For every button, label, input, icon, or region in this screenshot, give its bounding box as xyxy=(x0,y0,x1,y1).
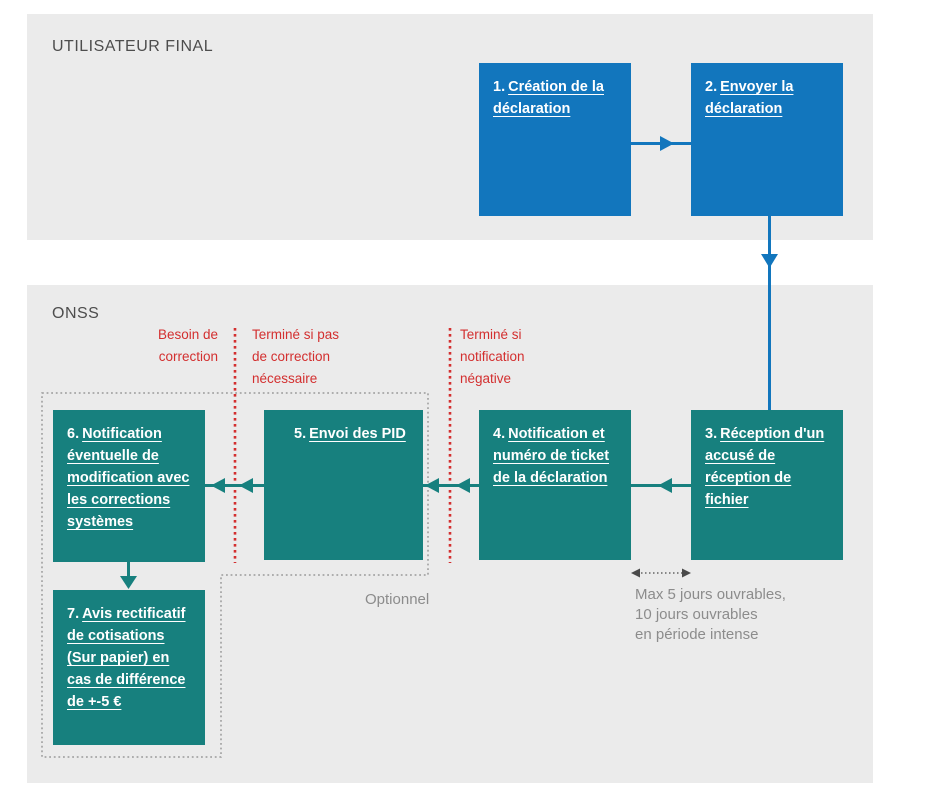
step-box-4-notification-ticket[interactable]: 4. Notification et numéro de ticket de la… xyxy=(479,410,631,560)
step-box-5-envoi-pid[interactable]: 5. Envoi des PID xyxy=(264,410,423,560)
label-delai-maximum: Max 5 jours ouvrables, 10 jours ouvrable… xyxy=(635,586,786,643)
step-box-2-envoyer-declaration[interactable]: 2. Envoyer la déclaration xyxy=(691,63,843,216)
step-link[interactable]: Création de la déclaration xyxy=(493,79,604,117)
label-besoin-de-correction: Besoin de correction xyxy=(157,327,218,364)
step-number: 2. xyxy=(705,79,718,95)
step-number: 6. xyxy=(67,426,80,442)
step-link[interactable]: Notification éventuelle de modification … xyxy=(67,426,190,530)
step-number: 1. xyxy=(493,79,506,95)
step-link[interactable]: Envoi des PID xyxy=(309,426,406,442)
label-termine-si-notification-negative: Terminé si notification négative xyxy=(460,327,525,386)
step-number: 4. xyxy=(493,426,506,442)
step-link[interactable]: Notification et numéro de ticket de la d… xyxy=(493,426,610,486)
step-link[interactable]: Avis rectificatif de cotisations (Sur pa… xyxy=(67,606,186,710)
label-termine-si-pas-correction: Terminé si pas de correction nécessaire xyxy=(252,327,340,386)
step-box-1-creation-declaration[interactable]: 1. Création de la déclaration xyxy=(479,63,631,216)
step-box-3-reception-accuse[interactable]: 3. Réception d'un accusé de réception de … xyxy=(691,410,843,560)
step-number: 5. xyxy=(294,426,307,442)
step-link[interactable]: Réception d'un accusé de réception de fi… xyxy=(705,426,825,508)
section-title-utilisateur-final: UTILISATEUR FINAL xyxy=(52,38,214,55)
step-box-6-notification-modification[interactable]: 6. Notification éventuelle de modificatio… xyxy=(53,410,205,562)
step-number: 7. xyxy=(67,606,80,622)
label-optionnel: Optionnel xyxy=(365,591,430,608)
section-title-onss: ONSS xyxy=(52,305,100,322)
step-link[interactable]: Envoyer la déclaration xyxy=(705,79,794,117)
step-number: 3. xyxy=(705,426,718,442)
step-box-7-avis-rectificatif[interactable]: 7. Avis rectificatif de cotisations (Sur … xyxy=(53,590,205,745)
